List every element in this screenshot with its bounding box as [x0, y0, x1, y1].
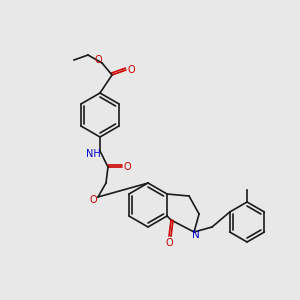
Text: O: O	[165, 238, 173, 248]
Text: NH: NH	[85, 149, 100, 159]
Text: O: O	[123, 162, 131, 172]
Text: O: O	[127, 65, 135, 75]
Text: N: N	[192, 230, 200, 240]
Text: O: O	[89, 195, 97, 205]
Text: O: O	[94, 55, 102, 65]
